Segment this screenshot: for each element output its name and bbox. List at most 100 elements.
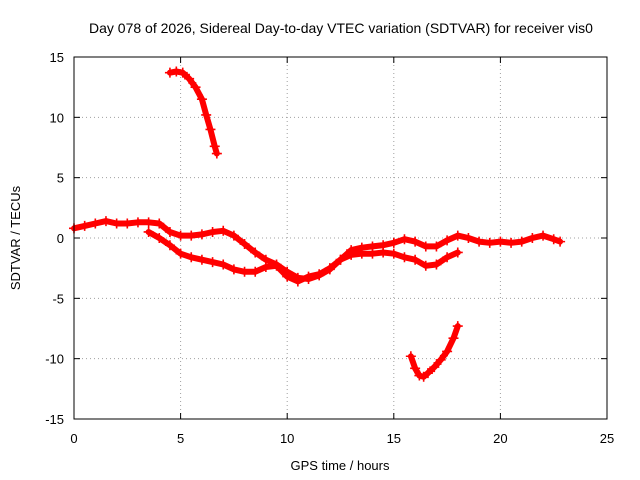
data-point <box>410 363 421 374</box>
data-point <box>420 260 431 271</box>
data-point <box>100 216 111 227</box>
data-point <box>207 257 218 268</box>
chart-title: Day 078 of 2026, Sidereal Day-to-day VTE… <box>89 20 593 36</box>
data-point <box>442 346 453 357</box>
data-point <box>420 241 431 252</box>
data-point <box>239 266 250 277</box>
data-point <box>171 66 182 77</box>
data-point <box>442 252 453 263</box>
data-point <box>164 240 175 251</box>
y-tick-label: 5 <box>57 171 64 186</box>
data-point <box>452 230 463 241</box>
data-point <box>260 261 271 272</box>
data-point <box>388 248 399 259</box>
data-point <box>122 218 133 229</box>
data-point <box>143 226 154 237</box>
data-point <box>282 271 293 282</box>
data-point <box>154 233 165 243</box>
data-point <box>484 237 495 248</box>
data-point <box>184 73 195 84</box>
data-point <box>516 236 527 247</box>
data-point <box>399 234 410 245</box>
data-point <box>175 248 186 259</box>
y-tick-label: 15 <box>50 50 64 65</box>
data-point <box>431 259 442 270</box>
data-point <box>132 217 143 228</box>
data-point <box>271 260 282 271</box>
data-point <box>190 82 201 93</box>
y-tick-label: -15 <box>45 412 64 427</box>
data-point <box>143 217 154 228</box>
y-tick-label: 10 <box>50 110 64 125</box>
data-point <box>346 249 357 260</box>
series-trace <box>407 323 461 380</box>
data-point <box>506 237 517 248</box>
data-point <box>538 230 549 241</box>
data-point <box>405 351 416 362</box>
data-point <box>292 276 303 287</box>
y-tick-label: -10 <box>45 352 64 367</box>
data-point <box>452 321 463 332</box>
data-point <box>435 354 446 365</box>
data-point <box>495 236 506 247</box>
x-tick-label: 0 <box>70 431 77 446</box>
data-point <box>205 124 216 135</box>
data-point <box>431 241 442 252</box>
data-point <box>474 236 485 247</box>
x-tick-label: 25 <box>600 431 614 446</box>
data-point <box>303 271 314 282</box>
data-point <box>548 234 559 245</box>
data-point <box>164 67 175 78</box>
data-point <box>90 218 101 229</box>
axis-ticks: 0 5 10 15 20 25 -15 -10 -5 0 5 10 15 <box>45 50 614 446</box>
data-point <box>410 254 421 265</box>
data-point <box>422 368 433 379</box>
data-point <box>324 263 335 274</box>
y-axis-label: SDTVAR / TECUs <box>8 185 23 290</box>
x-axis-label: GPS time / hours <box>291 458 390 473</box>
data-point <box>209 141 220 152</box>
x-tick-label: 10 <box>280 431 294 446</box>
data-point <box>388 237 399 248</box>
data-series <box>69 66 566 382</box>
x-tick-label: 15 <box>387 431 401 446</box>
data-point <box>218 225 229 236</box>
data-point <box>527 233 538 243</box>
data-point <box>196 94 207 105</box>
data-point <box>218 259 229 270</box>
data-point <box>196 254 207 265</box>
y-tick-label: 0 <box>57 231 64 246</box>
data-point <box>314 269 325 280</box>
data-point <box>228 230 239 241</box>
data-point <box>448 333 459 344</box>
data-point <box>164 226 175 237</box>
data-point <box>367 248 378 259</box>
data-point <box>429 362 440 373</box>
data-point <box>399 252 410 263</box>
data-point <box>356 248 367 259</box>
data-point <box>414 370 425 381</box>
data-point <box>201 109 212 120</box>
data-point <box>228 264 239 275</box>
y-tick-label: -5 <box>52 291 64 306</box>
series-low-arc <box>405 321 463 382</box>
data-point <box>175 230 186 241</box>
data-point <box>452 247 463 258</box>
data-point <box>196 229 207 240</box>
series-high-arc <box>164 66 222 159</box>
data-point <box>555 236 566 247</box>
x-tick-label: 5 <box>177 431 184 446</box>
data-point <box>207 226 218 237</box>
data-point <box>250 266 261 277</box>
series-trace <box>166 68 220 157</box>
data-point <box>186 252 197 263</box>
data-point <box>239 239 250 250</box>
data-point <box>79 220 90 231</box>
data-point <box>463 233 474 243</box>
data-point <box>335 254 346 265</box>
x-tick-label: 20 <box>493 431 507 446</box>
data-point <box>250 247 261 258</box>
data-point <box>154 218 165 229</box>
data-point <box>177 67 188 78</box>
